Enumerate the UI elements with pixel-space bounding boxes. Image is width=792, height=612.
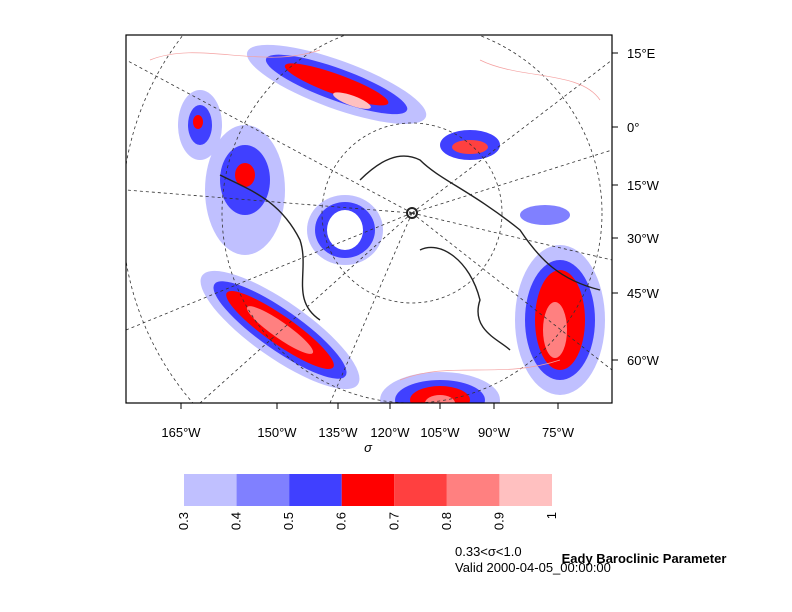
map-frame: [125, 34, 613, 404]
colorbar-label: 0.6: [334, 512, 349, 530]
colorbar-box: [289, 474, 342, 506]
lon-label-bottom: 90°W: [478, 425, 511, 440]
lon-label-bottom: 105°W: [420, 425, 460, 440]
colorbar-label: 0.4: [229, 512, 244, 530]
colorbar-box: [394, 474, 447, 506]
colorbar-label: 0.9: [491, 512, 506, 530]
colorbar-label: 0.3: [176, 512, 191, 530]
lon-label-right: 60°W: [627, 353, 660, 368]
colorbar-box: [236, 474, 290, 506]
x-label: σ: [364, 440, 373, 455]
contours: [178, 44, 605, 403]
lon-label-right: 0°: [627, 120, 639, 135]
colorbar-label: 0.5: [281, 512, 296, 530]
caption-title: Eady Baroclinic Parameter: [562, 551, 727, 566]
colorbar-box: [499, 474, 552, 506]
lon-label-right: 15°E: [627, 46, 656, 61]
colorbar-label: 0.7: [386, 512, 401, 530]
lon-label-right: 15°W: [627, 178, 660, 193]
lon-label-bottom: 165°W: [161, 425, 201, 440]
coastlines: [149, 49, 601, 381]
lon-label-bottom: 75°W: [542, 425, 575, 440]
colorbar-label: 1: [544, 512, 559, 519]
lon-label-bottom: 135°W: [318, 425, 358, 440]
colorbar-label: 0.8: [439, 512, 454, 530]
caption-valid: Valid 2000-04-05_00:00:00: [455, 560, 611, 575]
lon-label-right: 30°W: [627, 231, 660, 246]
graticule: [126, 35, 612, 403]
lon-label-right: 45°W: [627, 286, 660, 301]
lon-label-bottom: 150°W: [257, 425, 297, 440]
lon-label-bottom: 120°W: [370, 425, 410, 440]
map-area: [126, 35, 612, 403]
caption-subtitle: 0.33<σ<1.0: [455, 544, 522, 559]
colorbar-box: [184, 474, 237, 506]
colorbar-box: [341, 474, 395, 506]
colorbar-box: [446, 474, 500, 506]
